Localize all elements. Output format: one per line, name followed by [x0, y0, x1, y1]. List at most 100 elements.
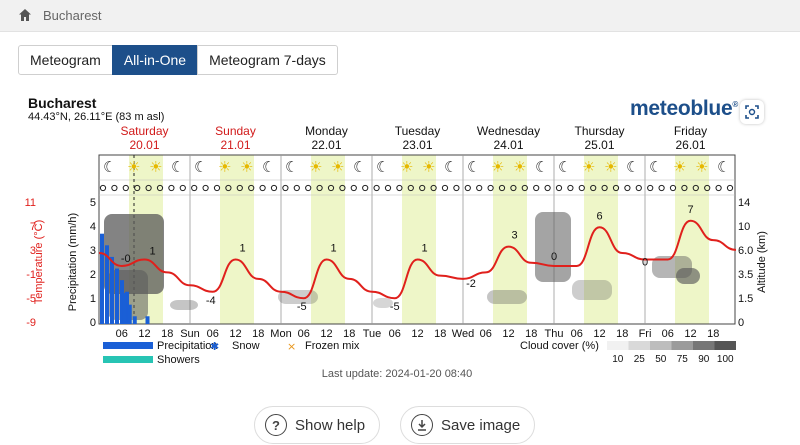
moon-icon: ☾ — [171, 158, 184, 176]
tab-meteogram-7-days[interactable]: Meteogram 7-days — [197, 45, 338, 75]
wind-calm-icon — [99, 184, 107, 192]
cloud-cover-area — [676, 268, 700, 284]
x-tick-label: 12 — [229, 328, 241, 340]
moon-icon: ☾ — [649, 158, 662, 176]
wind-calm-icon — [248, 184, 255, 192]
day-date: 26.01 — [675, 138, 705, 152]
zoom-icon[interactable] — [740, 100, 764, 124]
temperature-value-label: 6 — [596, 210, 602, 222]
sun-icon: ☀ — [604, 158, 617, 176]
temperature-line — [98, 219, 737, 300]
wind-calm-icon — [601, 184, 608, 192]
wind-calm-icon — [533, 184, 540, 192]
tab-all-in-one[interactable]: All-in-One — [111, 45, 199, 75]
moon-icon: ☾ — [626, 158, 639, 176]
x-tick-label: 06 — [207, 328, 219, 340]
breadcrumb-location[interactable]: Bucharest — [43, 8, 102, 23]
sun-icon: ☀ — [309, 158, 322, 176]
moon-icon: ☾ — [444, 158, 457, 176]
x-tick-label: 06 — [298, 328, 310, 340]
x-tick-label: 12 — [411, 328, 423, 340]
cloud-cover-legend-swatch — [650, 341, 672, 350]
wind-calm-icon — [316, 184, 323, 192]
moon-icon: ☾ — [558, 158, 571, 176]
temperature-value-label: 0 — [551, 251, 557, 263]
temperature-axis-label: Temperature (°C) — [33, 220, 45, 304]
x-tick-label: 12 — [593, 328, 605, 340]
altitude-tick: 3.5 — [738, 269, 753, 281]
wind-calm-icon — [704, 184, 711, 192]
x-tick-label: 06 — [480, 328, 492, 340]
cloud-cover-legend-swatch — [607, 341, 629, 350]
wind-calm-icon — [396, 184, 403, 192]
daylight-band — [402, 155, 436, 324]
x-tick-label: 06 — [571, 328, 583, 340]
moon-icon: ☾ — [285, 158, 298, 176]
daylight-band — [311, 155, 345, 324]
show-help-label: Show help — [295, 416, 366, 434]
home-icon[interactable] — [18, 8, 32, 22]
precipitation-bar — [100, 233, 104, 324]
wind-calm-icon — [339, 184, 346, 192]
show-help-button[interactable]: ? Show help — [254, 406, 381, 444]
wind-calm-icon — [145, 184, 152, 192]
save-image-button[interactable]: Save image — [400, 406, 536, 444]
altitude-tick: 6.0 — [738, 245, 753, 257]
wind-calm-icon — [202, 184, 209, 192]
download-icon — [411, 414, 433, 436]
sun-icon: ☀ — [582, 158, 595, 176]
last-update-text: Last update: 2024-01-20 08:40 — [322, 368, 472, 380]
moon-icon: ☾ — [717, 158, 730, 176]
moon-icon: ☾ — [467, 158, 480, 176]
wind-calm-icon — [293, 184, 300, 192]
wind-calm-icon — [270, 184, 278, 192]
altitude-tick: 10 — [738, 221, 750, 233]
wind-calm-icon — [327, 184, 335, 192]
precipitation-legend-swatch — [103, 342, 153, 349]
wind-calm-icon — [544, 184, 551, 192]
precipitation-bar — [115, 268, 119, 324]
sun-icon: ☀ — [422, 158, 435, 176]
precipitation-bar — [132, 316, 137, 324]
x-tick-label: 12 — [684, 328, 696, 340]
meteoblue-logo[interactable]: meteoblue® — [630, 97, 738, 121]
wind-calm-icon — [168, 184, 175, 192]
cloud-cover-legend-swatch — [693, 341, 715, 350]
wind-calm-icon — [213, 184, 221, 192]
cloud-cover-legend-swatch — [628, 341, 650, 350]
x-tick-label: 06 — [116, 328, 128, 340]
x-tick-label: Sun — [180, 328, 200, 340]
daylight-band — [675, 155, 709, 324]
wind-calm-icon — [384, 184, 392, 192]
cloud-cover-legend-tick: 90 — [698, 354, 710, 365]
wind-calm-icon — [441, 184, 449, 192]
frozen-mix-legend-label: Frozen mix — [305, 340, 360, 352]
sun-icon: ☀ — [240, 158, 253, 176]
wind-calm-icon — [612, 184, 620, 192]
view-tabs: Meteogram All-in-One Meteogram 7-days — [18, 45, 338, 75]
precipitation-bar — [122, 293, 127, 324]
wind-calm-icon — [134, 184, 141, 192]
cloud-cover-legend-tick: 100 — [717, 354, 734, 365]
x-tick-label: 06 — [662, 328, 674, 340]
moon-icon: ☾ — [262, 158, 275, 176]
x-tick-label: Fri — [639, 328, 652, 340]
moon-icon: ☾ — [103, 158, 116, 176]
wind-calm-icon — [476, 184, 483, 192]
wind-calm-icon — [225, 184, 232, 192]
wind-calm-icon — [555, 184, 563, 192]
temperature-value-label: 3 — [511, 230, 517, 242]
temperature-value-label: 1 — [421, 243, 427, 255]
day-name: Thursday — [574, 124, 624, 138]
showers-legend-label: Showers — [157, 354, 200, 366]
day-date: 22.01 — [311, 138, 341, 152]
temperature-value-label: -0 — [121, 253, 131, 265]
day-date: 25.01 — [584, 138, 614, 152]
temperature-tick: 3 — [30, 245, 36, 257]
precipitation-tick: 1 — [90, 293, 96, 305]
wind-calm-icon — [236, 184, 243, 192]
zoom-icon-glyph — [745, 105, 759, 119]
day-name: Tuesday — [395, 124, 441, 138]
wind-calm-icon — [430, 184, 437, 192]
